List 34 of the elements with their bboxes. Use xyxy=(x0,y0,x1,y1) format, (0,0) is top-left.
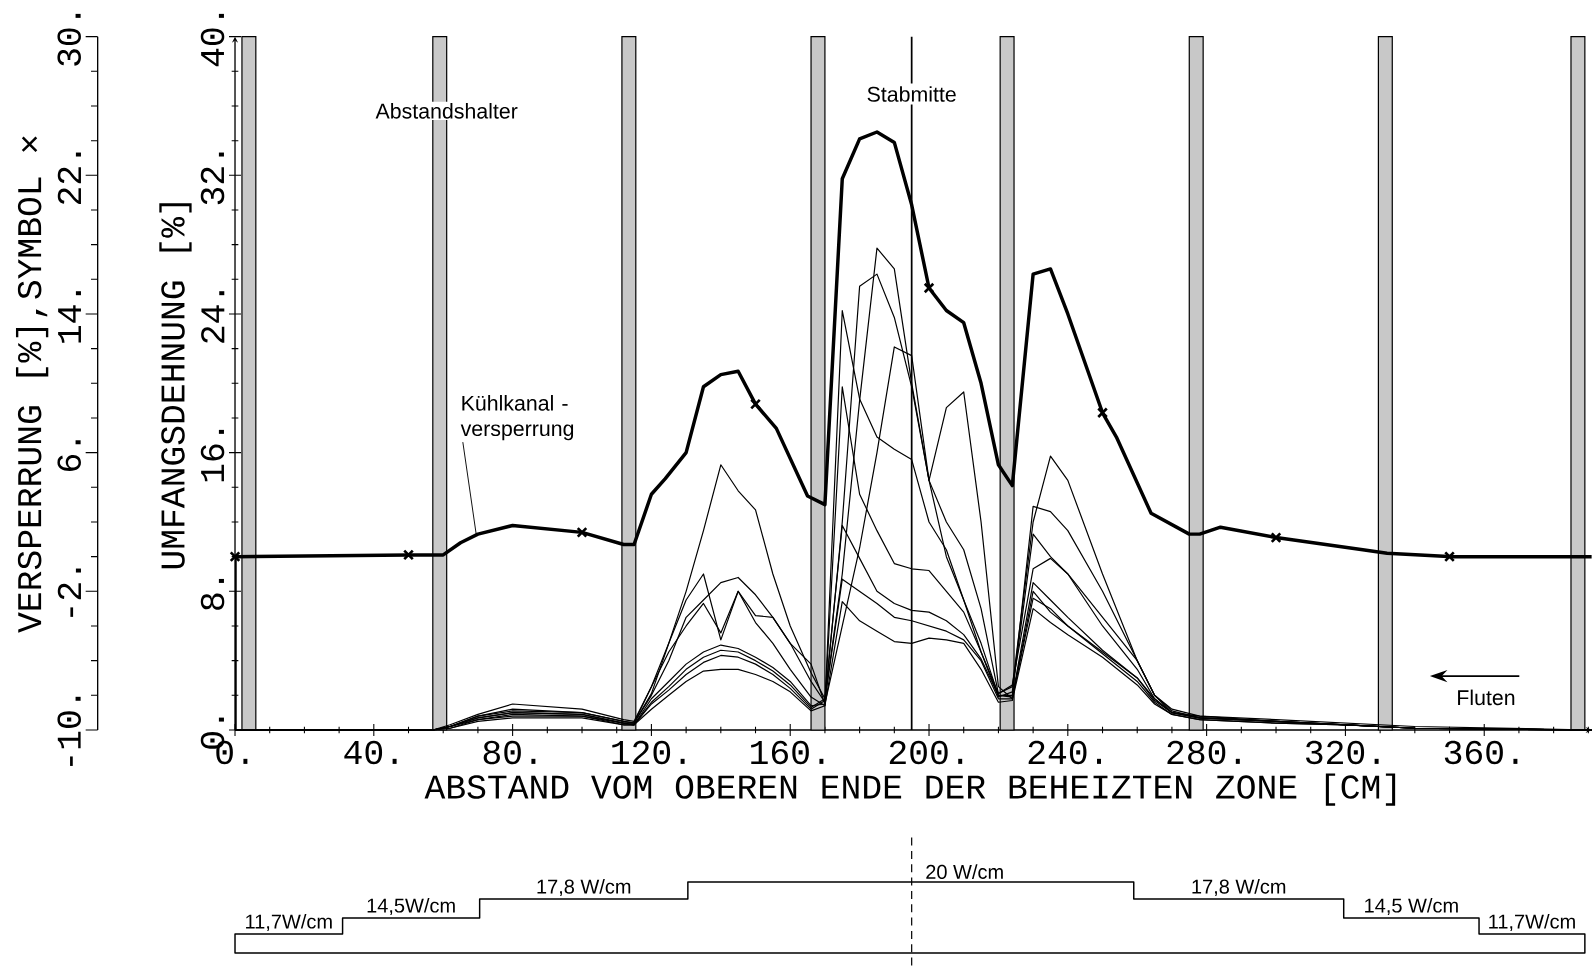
text: 14,5W/cm xyxy=(367,897,455,915)
x-tick-label: 80. xyxy=(483,740,536,765)
y-tick-label: 8. xyxy=(200,578,225,610)
y2-tick-label: 14. xyxy=(58,291,81,343)
y-tick-label: 40. xyxy=(200,13,225,67)
x-tick-label: 200. xyxy=(889,740,963,765)
x-tick-label: 40. xyxy=(344,740,397,765)
text: 14,5 W/cm xyxy=(1365,897,1458,915)
x-tick-label: 160. xyxy=(751,740,824,765)
text: 11,7W/cm xyxy=(1489,913,1575,931)
x-tick-label: 240. xyxy=(1028,740,1101,765)
y2-tick-label: -10. xyxy=(57,696,81,766)
x-tick-label: 280. xyxy=(1167,740,1240,765)
annotation: Fluten xyxy=(1458,689,1515,706)
annotation: Abstandshalter xyxy=(375,103,518,119)
text: 20 W/cm xyxy=(926,864,1003,879)
y2-tick-label: 6. xyxy=(57,440,81,471)
x-tick-label: 320. xyxy=(1305,740,1379,765)
y2-tick-label: 30. xyxy=(57,13,81,66)
y-tick-label: 24. xyxy=(201,291,225,343)
text: 11,7W/cm xyxy=(246,913,332,931)
y2-tick-label: 22. xyxy=(57,152,81,205)
x-axis-title: ABSTAND VOM OBEREN ENDE DER BEHEIZTEN ZONE [CM] xyxy=(424,773,1396,806)
y-tick-label: 16. xyxy=(200,429,225,482)
text: 17,8 W/cm xyxy=(537,879,631,897)
text: 17,8 W/cm xyxy=(1192,879,1286,897)
ref-line-label: Stabmitte xyxy=(867,86,956,102)
x-tick-label: 360. xyxy=(1444,740,1518,765)
y2-tick-label: -2. xyxy=(57,568,81,617)
y-tick-label: 32. xyxy=(200,152,225,205)
annotation: Kühlkanal - versperrung xyxy=(460,395,574,441)
y2-axis-title: VERSPERRUNG [%],SYMBOL × xyxy=(15,136,49,633)
x-tick-label: 120. xyxy=(612,740,685,765)
y-axis-title: UMFANGSDEHNUNG [%] xyxy=(159,203,192,569)
